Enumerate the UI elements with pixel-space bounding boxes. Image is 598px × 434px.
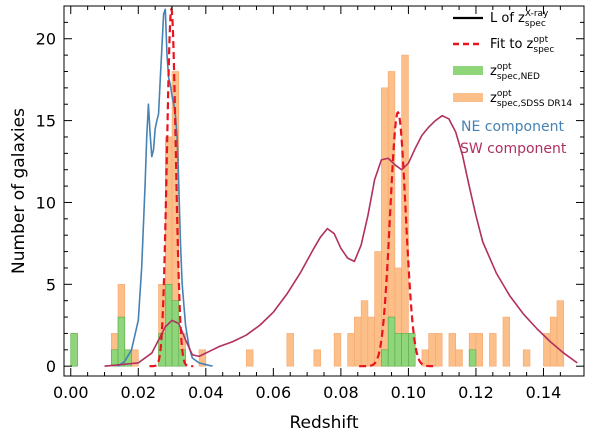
histogram-bar-sdss (313, 349, 321, 367)
histogram-bar-sdss (286, 333, 294, 367)
legend-label-main: Fit to z (490, 37, 534, 52)
y-tick-label: 10 (36, 193, 56, 212)
gaussian-fit-sw (359, 111, 437, 368)
x-tick-label: 0.12 (458, 383, 494, 402)
x-tick-label: 0.00 (53, 383, 89, 402)
likelihood-curve-ne (117, 8, 213, 367)
legend-label-sup: X-ray (525, 9, 549, 19)
histogram-bar-ned (70, 333, 78, 367)
legend-label-main: z (490, 91, 497, 106)
plot-layer (70, 6, 578, 368)
legend-swatch-patch (453, 66, 483, 75)
x-tick-label: 0.02 (120, 383, 156, 402)
histogram-bar-sdss (435, 333, 443, 367)
x-tick-label: 0.10 (391, 383, 427, 402)
y-tick-label: 20 (36, 30, 56, 49)
legend-label: Fit to zopt spec (490, 35, 554, 55)
annotation-ne: NE component (461, 119, 564, 135)
legend-label-sup: opt (533, 35, 548, 45)
legend-label-main: L of z (490, 11, 525, 26)
legend-swatch-patch (453, 93, 483, 102)
x-tick-label: 0.04 (188, 383, 224, 402)
histogram-bar-sdss (367, 316, 375, 367)
histogram-bar-ned (381, 349, 389, 367)
histogram-bar-sdss (333, 333, 342, 367)
x-axis-title: Redshift (289, 413, 358, 433)
y-tick-label: 5 (46, 275, 56, 294)
histogram-bar-sdss (428, 333, 436, 367)
legend-label: zopt spec,SDSS DR14 (490, 89, 572, 109)
axes-layer: 0.00 0.02 0.04 0.06 0.08 0.10 0.12 0.14 0 5 10 15 20 (36, 5, 585, 402)
histogram-bar-sdss (360, 300, 369, 367)
annotation-sw: SW component (460, 141, 567, 157)
x-tick-label: 0.08 (323, 383, 359, 402)
histogram-bar-sdss (522, 349, 531, 367)
histogram-bar-sdss (448, 333, 456, 367)
histogram-bar-ned (117, 316, 126, 367)
likelihood-curve-sw (104, 114, 578, 367)
legend-label-sub: spec (525, 19, 546, 29)
histogram-bar-ned (401, 333, 409, 367)
y-tick-label: 0 (46, 357, 56, 376)
gaussian-fit-ne (149, 6, 194, 368)
legend-label-sub: spec (533, 45, 554, 55)
legend-label-sup: opt (497, 89, 512, 99)
histogram-bar-ned (468, 349, 477, 367)
histogram-bar-ned (124, 349, 132, 367)
histogram-bar-sdss (502, 316, 511, 367)
histogram-bar-sdss (347, 333, 355, 367)
plot-area (70, 6, 578, 368)
histogram-bar-ned (110, 349, 119, 367)
histogram-bar-sdss (455, 349, 463, 367)
legend-label-main: z (490, 64, 497, 79)
histogram-bar-ned (387, 316, 396, 367)
histogram-bar-sdss (556, 300, 565, 367)
x-tick-label: 0.14 (526, 383, 562, 402)
legend-label-sub: spec,SDSS DR14 (497, 99, 573, 109)
histogram-bar-ned (394, 333, 402, 367)
histogram-bar-sdss (475, 333, 484, 367)
y-tick-label: 15 (36, 112, 56, 131)
histogram-bar-sdss (354, 316, 362, 367)
legend-label-sub: spec,NED (497, 72, 540, 82)
legend-label-sup: opt (497, 62, 512, 72)
legend-label: zopt spec,NED (490, 62, 540, 82)
legend-label: L of zX-ray spec (490, 9, 549, 29)
histogram-bar-sdss (489, 333, 497, 367)
histogram-bar-sdss (374, 251, 382, 367)
x-tick-label: 0.06 (256, 383, 292, 402)
histogram-bar-sdss (198, 349, 207, 367)
histogram-bar-sdss (246, 349, 254, 367)
histogram-bar-ned (171, 300, 180, 367)
y-axis-title: Number of galaxies (9, 108, 29, 274)
